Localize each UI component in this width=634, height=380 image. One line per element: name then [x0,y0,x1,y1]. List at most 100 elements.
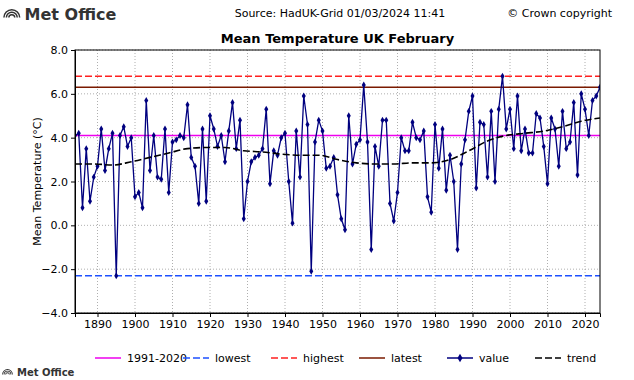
marker [384,117,388,124]
marker [515,93,519,100]
marker [583,106,587,113]
grid-line [172,50,173,313]
reference-line [75,87,600,89]
marker [215,143,219,150]
marker [152,132,156,139]
marker [122,123,126,130]
tick-label: 2000 [497,318,525,331]
tick: −4.0 [41,307,75,320]
tick: 1960 [347,313,375,331]
marker [245,178,249,185]
tick: 1890 [84,313,112,331]
tick: 1990 [459,313,487,331]
marker [110,130,114,137]
marker [219,132,223,139]
tick-label: −4.0 [41,307,68,320]
marker [200,125,204,132]
tick-mark [71,94,75,95]
logo-text: Met Office [25,5,117,24]
logo: Met Office [2,367,74,378]
marker [414,134,418,141]
tick-label: −2.0 [41,263,68,276]
plot-frame [75,50,600,313]
tick-label: 1980 [422,318,450,331]
legend-label: lowest [215,352,251,365]
grid-line [75,225,600,226]
x-axis: 1890190019101920193019401950196019701980… [76,313,601,331]
tick-label: 4.0 [51,132,69,145]
marker [425,193,429,200]
marker [463,136,467,143]
tick-label: 1970 [384,318,412,331]
marker [395,189,399,196]
marker [305,121,309,128]
plot-area [75,73,600,279]
tick-label: 2010 [534,318,562,331]
marker [80,204,84,211]
tick: 1930 [234,313,262,331]
marker [107,145,111,152]
marker [467,108,471,115]
marker [77,130,81,137]
marker [392,217,396,224]
copyright-note: © Crown copyright [507,7,612,20]
legend-swatch [95,357,121,359]
marker [508,106,512,113]
logo-icon [8,14,15,18]
marker [534,110,538,117]
marker [504,125,508,132]
axis-line [71,51,76,314]
marker [317,117,321,124]
marker [347,112,351,119]
marker [362,82,366,89]
tick: 0.0 [51,219,76,232]
tick: 1950 [309,313,337,331]
tick-label: 2020 [572,318,600,331]
marker [170,139,174,146]
marker [114,272,118,279]
tick-label: 8.0 [51,44,69,57]
tick-label: 1920 [197,318,225,331]
marker [283,130,287,137]
legend-item: highest [271,352,344,365]
marker [500,73,504,80]
marker [429,209,433,216]
tick-mark [98,313,99,317]
marker [302,93,306,100]
marker [260,145,264,152]
marker [163,125,167,132]
marker [493,178,497,185]
marker [358,136,362,143]
tick-mark [71,313,75,314]
marker [407,147,411,154]
tick-mark [71,269,75,270]
marker [155,174,159,181]
marker [268,180,272,187]
marker [174,136,178,143]
tick-mark [71,50,75,51]
tick-label: 1950 [309,318,337,331]
marker [568,139,572,146]
marker [242,215,246,222]
grid-line [75,269,600,270]
legend-item: value [447,352,509,365]
marker [512,145,516,152]
tick-mark [173,313,174,317]
logo-text: Met Office [17,367,75,378]
marker [129,134,133,141]
marker [230,99,234,106]
tick-label: 2.0 [51,176,69,189]
chart: 1890190019101920193019401950196019701980… [0,0,634,380]
marker [92,174,96,181]
tick-mark [71,182,75,183]
legend-swatch [183,357,209,359]
series-line [75,118,600,165]
marker [279,134,283,141]
tick-mark [473,313,474,317]
tick-mark [285,313,286,317]
marker [182,134,186,141]
marker [227,128,231,135]
tick: 2010 [534,313,562,331]
legend-item: latest [359,352,423,365]
marker [309,268,313,275]
